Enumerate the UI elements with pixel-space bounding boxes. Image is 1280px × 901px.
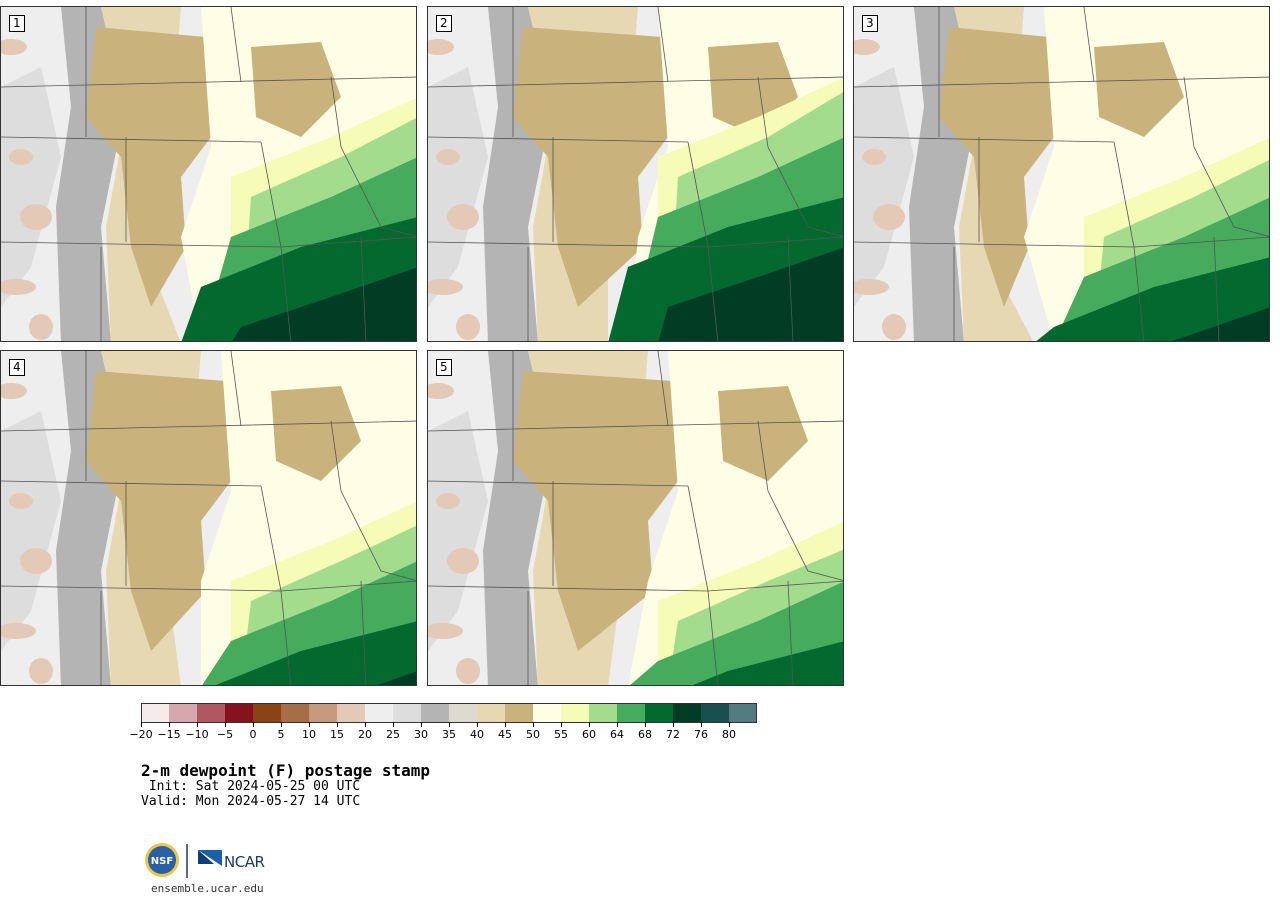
- colorbar-swatch: [561, 703, 590, 723]
- colorbar-tick-label: 45: [498, 728, 512, 741]
- colorbar-tick: [617, 722, 618, 727]
- colorbar-tick: [701, 722, 702, 727]
- colorbar-swatch: [225, 703, 254, 723]
- colorbar-tick: [141, 722, 142, 727]
- colorbar-tick-label: −5: [216, 728, 234, 741]
- colorbar-tick-label: 80: [722, 728, 736, 741]
- colorbar-tick: [281, 722, 282, 727]
- colorbar-swatch: [365, 703, 394, 723]
- colorbar-tick-label: 0: [249, 728, 257, 741]
- colorbar-tick-label: −15: [157, 728, 181, 741]
- dewpoint-map: [854, 7, 1269, 341]
- colorbar-tick: [561, 722, 562, 727]
- colorbar-swatch: [617, 703, 646, 723]
- colorbar-swatch: [477, 703, 506, 723]
- panel-number-label: 1: [9, 15, 25, 32]
- colorbar-swatch: [141, 703, 170, 723]
- colorbar-tick-label: 20: [358, 728, 372, 741]
- colorbar-swatch: [197, 703, 226, 723]
- svg-text:NCAR: NCAR: [224, 853, 264, 871]
- colorbar-tick-label: 68: [638, 728, 652, 741]
- dewpoint-map: [428, 351, 843, 685]
- dewpoint-map: [1, 351, 416, 685]
- colorbar-swatch: [253, 703, 282, 723]
- panel-number-label: 3: [862, 15, 878, 32]
- colorbar-swatch: [281, 703, 310, 723]
- colorbar-swatch: [533, 703, 562, 723]
- colorbar-tick: [449, 722, 450, 727]
- colorbar-tick: [477, 722, 478, 727]
- panel-number-label: 2: [436, 15, 452, 32]
- colorbar-swatch: [169, 703, 198, 723]
- colorbar-tick-label: −10: [185, 728, 209, 741]
- colorbar-swatch: [309, 703, 338, 723]
- postage-stamp-panel-5: 5: [427, 350, 844, 686]
- colorbar-tick-label: 35: [442, 728, 456, 741]
- colorbar-tick: [253, 722, 254, 727]
- colorbar-tick: [197, 722, 198, 727]
- colorbar-swatch: [505, 703, 534, 723]
- colorbar-tick-label: 30: [414, 728, 428, 741]
- colorbar-tick: [421, 722, 422, 727]
- dewpoint-map: [1, 7, 416, 341]
- postage-stamp-panel-3: 3: [853, 6, 1270, 342]
- colorbar-swatch: [337, 703, 366, 723]
- colorbar-tick-label: 76: [694, 728, 708, 741]
- colorbar-tick: [309, 722, 310, 727]
- colorbar-tick: [589, 722, 590, 727]
- init-time: Init: Sat 2024-05-25 00 UTC: [141, 779, 361, 794]
- colorbar-tick: [645, 722, 646, 727]
- ncar-logo-icon: NCAR: [198, 850, 265, 871]
- svg-text:NSF: NSF: [151, 856, 173, 867]
- colorbar-tick-label: 10: [302, 728, 316, 741]
- colorbar-tick-label: 25: [386, 728, 400, 741]
- colorbar-tick: [505, 722, 506, 727]
- panel-number-label: 4: [9, 359, 25, 376]
- colorbar-tick-label: 72: [666, 728, 680, 741]
- colorbar-swatch: [393, 703, 422, 723]
- postage-stamp-panel-4: 4: [0, 350, 417, 686]
- website-text: ensemble.ucar.edu: [151, 882, 264, 895]
- valid-time: Valid: Mon 2024-05-27 14 UTC: [141, 794, 361, 809]
- chart-title: 2-m dewpoint (F) postage stamp: [141, 761, 430, 780]
- colorbar-swatch: [701, 703, 730, 723]
- dewpoint-colorbar: [141, 703, 757, 723]
- colorbar-swatch: [645, 703, 674, 723]
- nsf-logo-icon: NSF: [145, 843, 179, 877]
- colorbar-tick: [729, 722, 730, 727]
- colorbar-tick-label: −20: [129, 728, 153, 741]
- colorbar-tick-label: 15: [330, 728, 344, 741]
- nsf-ncar-logos: NSF NCAR: [145, 843, 265, 878]
- colorbar-tick-label: 55: [554, 728, 568, 741]
- panel-number-label: 5: [436, 359, 452, 376]
- colorbar-swatch: [729, 703, 757, 723]
- colorbar-tick: [225, 722, 226, 727]
- colorbar-swatch: [449, 703, 478, 723]
- colorbar-tick-label: 50: [526, 728, 540, 741]
- colorbar-tick: [365, 722, 366, 727]
- colorbar-tick-label: 5: [277, 728, 285, 741]
- colorbar-tick: [337, 722, 338, 727]
- colorbar-tick-labels: −20 −15 −10 −5 0 5 10 15 20 25 30 35 40 45 50 55 60 64 68 7…: [129, 722, 781, 744]
- dewpoint-map: [428, 7, 843, 341]
- postage-stamp-panel-1: 1: [0, 6, 417, 342]
- postage-stamp-panel-2: 2: [427, 6, 844, 342]
- colorbar-tick: [393, 722, 394, 727]
- colorbar-tick-label: 60: [582, 728, 596, 741]
- colorbar-swatch: [673, 703, 702, 723]
- colorbar-swatch: [421, 703, 450, 723]
- colorbar-tick: [533, 722, 534, 727]
- colorbar-swatch: [589, 703, 618, 723]
- colorbar-tick: [673, 722, 674, 727]
- colorbar-tick-label: 64: [610, 728, 624, 741]
- colorbar-tick-label: 40: [470, 728, 484, 741]
- colorbar-tick: [169, 722, 170, 727]
